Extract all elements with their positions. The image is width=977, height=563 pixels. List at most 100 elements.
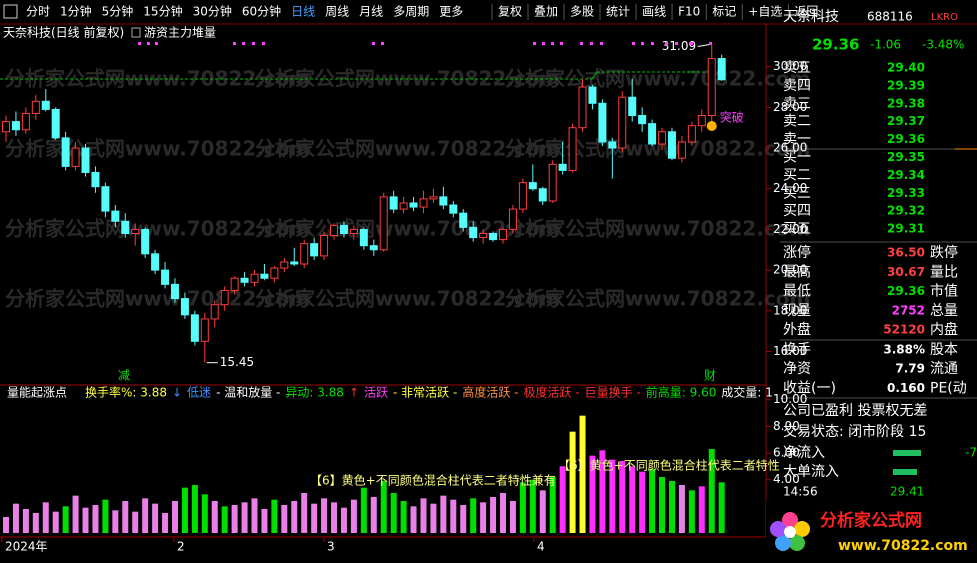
y-tick-label: 22.00 [773, 222, 807, 236]
book-label: 买四 [783, 203, 811, 219]
volume-bar [281, 505, 288, 533]
candle-body [419, 198, 428, 208]
breakout-label: 突破 [720, 110, 744, 125]
stock-code: 688116 [867, 10, 913, 24]
book-label: 卖四 [783, 78, 811, 94]
candle-body [528, 182, 537, 190]
low-label: 15.45 [220, 355, 254, 369]
volume-bar [72, 495, 79, 533]
logo-flower [770, 512, 810, 551]
candle-body [320, 235, 329, 257]
volume-bar [708, 449, 715, 533]
volume-bar [181, 487, 188, 533]
period-tab[interactable]: 多周期 [393, 5, 429, 19]
watermark: 分析家公式网www.70822.com [505, 217, 810, 241]
stat-label: PE(动 [930, 380, 967, 396]
volume-bar [152, 503, 159, 533]
price-change: -1.06 [870, 38, 901, 52]
toolbar-button[interactable]: 返回 [794, 5, 818, 19]
signal-dot [138, 42, 141, 45]
candle-body [489, 232, 498, 241]
volume-bar [678, 485, 685, 533]
chart-title: 天奈科技(日线 前复权) [3, 25, 124, 40]
legend-item: 低迷 [187, 386, 211, 400]
flow-value: -7 [965, 446, 977, 460]
candle-body [658, 131, 667, 145]
candle-body [250, 273, 259, 283]
period-tab[interactable]: 月线 [359, 5, 383, 19]
volume-bar [22, 509, 29, 533]
period-tab[interactable]: 30分钟 [193, 4, 232, 19]
candle-body [41, 100, 50, 110]
volume-bar [688, 490, 695, 533]
volume-bar [529, 479, 536, 533]
period-tab[interactable]: 5分钟 [102, 4, 134, 19]
period-tab[interactable]: 15分钟 [143, 4, 182, 19]
candle-body [707, 58, 716, 117]
period-tab[interactable]: 60分钟 [242, 4, 281, 19]
candle-body [459, 212, 468, 228]
toolbar-button[interactable]: 多股 [570, 5, 594, 19]
candle-body [538, 188, 547, 202]
volume-bar [698, 486, 705, 533]
period-tab[interactable]: 分时 [26, 5, 50, 19]
candle-body [180, 298, 189, 316]
toolbar-button[interactable]: 叠加 [534, 5, 558, 19]
volume-bar [539, 490, 546, 533]
legend-item: 成交量: 1 [721, 385, 773, 400]
toolbar-button[interactable]: +自选 [748, 5, 782, 19]
volume-bar [360, 487, 367, 533]
volume-bar [390, 493, 397, 533]
candle-body [131, 228, 140, 234]
candle-body [409, 202, 418, 208]
stat-value: 7.79 [895, 362, 925, 376]
period-tab[interactable]: 日线 [291, 5, 315, 19]
indicator-name: 游资主力堆量 [144, 26, 216, 40]
info-line: 公司已盈利 投票权无差 [783, 403, 927, 419]
volume-bar [519, 482, 526, 533]
candle-body [260, 273, 269, 279]
toolbar-button[interactable]: 复权 [498, 5, 522, 19]
stat-label: 量比 [930, 264, 958, 280]
toolbar-button[interactable]: 统计 [606, 5, 630, 19]
volume-bar [659, 477, 666, 533]
volume-bar [400, 501, 407, 533]
signal-dot [590, 42, 593, 45]
candle-body [71, 147, 80, 167]
indicator-note: 【6】黄色+不同颜色混合柱代表二者特性 [558, 458, 780, 473]
candle-body [161, 269, 170, 285]
y-tick-label: 8.00 [773, 419, 800, 433]
candle-body [2, 121, 10, 133]
toolbar-button[interactable]: F10 [678, 5, 700, 19]
candle-body [190, 314, 199, 342]
signal-dot [580, 42, 583, 45]
book-price: 29.35 [887, 150, 925, 164]
toolbar-button[interactable]: 画线 [642, 5, 666, 19]
period-tab[interactable]: 更多 [439, 5, 463, 19]
toolbar-button[interactable]: 标记 [712, 5, 736, 19]
tick-price: 29.41 [890, 485, 924, 499]
volume-bar [599, 450, 606, 533]
legend-item: 极度活跃 - [523, 385, 579, 400]
candle-body [628, 96, 637, 117]
candle-body [101, 186, 110, 212]
period-tab[interactable]: 1分钟 [60, 4, 92, 19]
candle-body [290, 261, 299, 265]
volume-bar [380, 481, 387, 533]
candle-body [210, 304, 219, 320]
stat-label: 流通 [930, 361, 958, 377]
signal-dot [675, 42, 678, 45]
y-tick-label: 28.00 [773, 100, 807, 114]
candle-body [697, 115, 706, 127]
candle-body [270, 267, 279, 279]
signal-dot [242, 42, 245, 45]
candle-body [479, 232, 488, 239]
book-price: 29.32 [887, 204, 925, 218]
y-tick-label: 16.00 [773, 344, 807, 358]
volume-bar [251, 498, 258, 533]
volume-bar [629, 466, 636, 533]
candle-body [200, 318, 209, 342]
period-tab[interactable]: 周线 [325, 5, 349, 19]
stat-label: 收益(一) [783, 380, 836, 396]
indicator-note: 【6】黄色+不同颜色混合柱代表二者特性兼有 [310, 473, 556, 488]
